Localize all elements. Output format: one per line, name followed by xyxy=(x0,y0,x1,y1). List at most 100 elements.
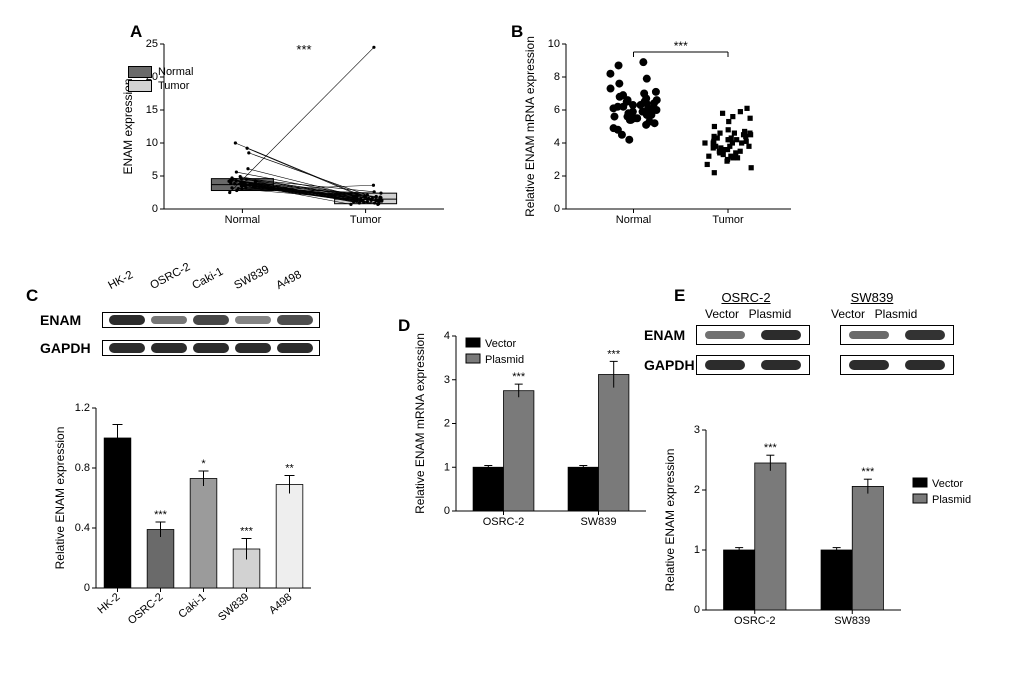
wb-group: OSRC-2 Vector Plasmid xyxy=(698,290,794,321)
wb-row-label: GAPDH xyxy=(40,340,102,356)
wb-col-label: Plasmid xyxy=(872,307,920,321)
wb-band xyxy=(849,331,889,339)
svg-text:SW839: SW839 xyxy=(834,615,870,627)
panel-c-bar: 0 0.4 0.8 1.2 Relative ENAM expression HK-2OS… xyxy=(48,398,328,653)
wb-group-label: SW839 xyxy=(824,290,920,305)
svg-text:0: 0 xyxy=(84,582,90,594)
svg-text:5: 5 xyxy=(152,170,158,182)
svg-text:Vector: Vector xyxy=(932,478,964,490)
svg-text:3: 3 xyxy=(444,374,450,386)
wb-band xyxy=(235,316,271,324)
svg-text:Relative ENAM mRNA expression: Relative ENAM mRNA expression xyxy=(523,36,537,217)
svg-text:***: *** xyxy=(674,39,688,53)
svg-text:Normal: Normal xyxy=(616,214,651,226)
wb-row-label: ENAM xyxy=(644,327,696,343)
svg-text:Caki-1: Caki-1 xyxy=(176,591,208,621)
svg-text:***: *** xyxy=(154,509,168,521)
wb-band xyxy=(705,331,745,339)
wb-band xyxy=(705,360,745,370)
wb-band-row xyxy=(696,355,810,375)
svg-text:Relative ENAM mRNA expression: Relative ENAM mRNA expression xyxy=(413,333,427,514)
svg-text:1: 1 xyxy=(444,461,450,473)
svg-text:HK-2: HK-2 xyxy=(96,591,123,616)
wb-band xyxy=(235,343,271,353)
wb-row-label: ENAM xyxy=(40,312,102,328)
svg-text:2: 2 xyxy=(694,484,700,496)
wb-band xyxy=(277,343,313,353)
legend-item-normal: Normal xyxy=(128,66,193,78)
wb-band xyxy=(193,343,229,353)
svg-text:***: *** xyxy=(861,466,875,478)
svg-text:6: 6 xyxy=(554,104,560,116)
wb-band xyxy=(761,330,801,340)
svg-text:OSRC-2: OSRC-2 xyxy=(126,591,166,627)
svg-text:Tumor: Tumor xyxy=(350,214,382,226)
svg-text:8: 8 xyxy=(554,71,560,83)
svg-text:10: 10 xyxy=(146,137,158,149)
wb-band xyxy=(277,315,313,325)
svg-text:0: 0 xyxy=(152,203,158,215)
wb-band-row xyxy=(840,355,954,375)
svg-text:10: 10 xyxy=(548,38,560,50)
svg-text:0.8: 0.8 xyxy=(75,462,90,474)
wb-band-row xyxy=(102,312,320,328)
svg-text:OSRC-2: OSRC-2 xyxy=(483,516,525,528)
svg-text:Relative ENAM expression: Relative ENAM expression xyxy=(663,449,677,592)
wb-col-label: Vector xyxy=(824,307,872,321)
svg-text:15: 15 xyxy=(146,104,158,116)
svg-text:3: 3 xyxy=(694,424,700,436)
svg-text:0: 0 xyxy=(694,604,700,616)
wb-band xyxy=(905,330,945,340)
svg-text:1.2: 1.2 xyxy=(75,402,90,414)
wb-band-row xyxy=(696,325,810,345)
wb-row-label: GAPDH xyxy=(644,357,696,373)
svg-text:Tumor: Tumor xyxy=(712,214,744,226)
wb-col-label: Plasmid xyxy=(746,307,794,321)
svg-text:A498: A498 xyxy=(267,591,294,617)
wb-band xyxy=(151,316,187,324)
panel-e-western: OSRC-2 Vector Plasmid SW839 Vector Plasm… xyxy=(698,290,954,375)
svg-text:*: * xyxy=(201,458,206,470)
svg-text:0: 0 xyxy=(554,203,560,215)
wb-band-row xyxy=(840,325,954,345)
svg-text:4: 4 xyxy=(554,137,560,149)
svg-text:***: *** xyxy=(512,371,526,383)
wb-band xyxy=(849,360,889,370)
svg-text:SW839: SW839 xyxy=(216,591,251,623)
wb-band xyxy=(193,315,229,325)
svg-text:***: *** xyxy=(607,348,621,360)
panel-b-plot: 0 2 4 6 8 10 Relative ENAM mRNA expression Norm… xyxy=(518,34,813,244)
panel-a-legend: Normal Tumor xyxy=(128,64,193,94)
panel-e-bar: 0 1 2 3 Relative ENAM expression OSRC-2 SW839 *… xyxy=(658,418,993,653)
panel-c-western: HK-2OSRC-2Caki-1SW839A498 ENAM GAPDH xyxy=(40,304,320,356)
legend-item-tumor: Tumor xyxy=(128,80,193,92)
panel-label-c: C xyxy=(26,286,38,306)
svg-text:Vector: Vector xyxy=(485,338,517,350)
wb-band xyxy=(109,315,145,325)
panel-d-bar: 01234Relative ENAM mRNA expressionOSRC-2… xyxy=(408,324,658,554)
figure-root: A B C D E 0510152025ENAM expressionNorma… xyxy=(18,18,1002,657)
svg-text:25: 25 xyxy=(146,38,158,50)
svg-text:***: *** xyxy=(296,42,311,57)
svg-text:***: *** xyxy=(240,526,254,538)
wb-col-label: Vector xyxy=(698,307,746,321)
svg-text:0: 0 xyxy=(444,505,450,517)
svg-text:Plasmid: Plasmid xyxy=(932,494,971,506)
svg-text:Relative ENAM expression: Relative ENAM expression xyxy=(53,427,67,570)
svg-text:1: 1 xyxy=(694,544,700,556)
svg-text:SW839: SW839 xyxy=(580,516,616,528)
wb-band xyxy=(109,343,145,353)
svg-text:Plasmid: Plasmid xyxy=(485,354,524,366)
svg-text:***: *** xyxy=(764,442,778,454)
legend-label: Tumor xyxy=(158,80,189,92)
svg-text:2: 2 xyxy=(554,170,560,182)
svg-text:OSRC-2: OSRC-2 xyxy=(734,615,776,627)
svg-text:0.4: 0.4 xyxy=(75,522,90,534)
wb-group-label: OSRC-2 xyxy=(698,290,794,305)
panel-label-e: E xyxy=(674,286,685,306)
wb-band xyxy=(905,360,945,370)
svg-text:**: ** xyxy=(285,463,294,475)
svg-text:Normal: Normal xyxy=(225,214,260,226)
wb-band xyxy=(761,360,801,370)
legend-label: Normal xyxy=(158,66,193,78)
